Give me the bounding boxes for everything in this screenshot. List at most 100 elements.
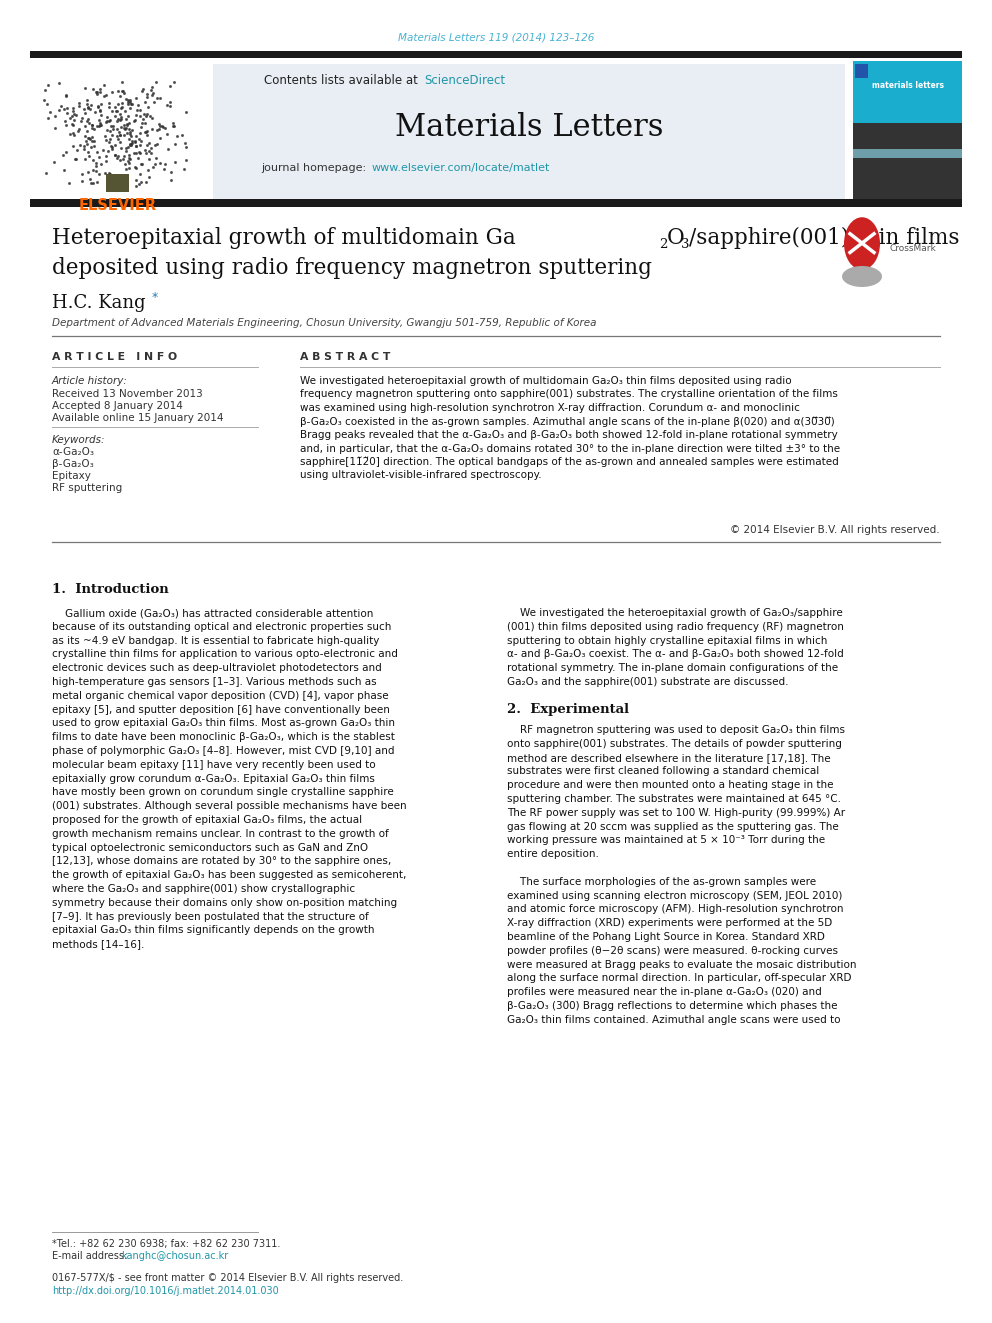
Point	[77, 149, 93, 171]
Point	[71, 93, 87, 114]
Point	[84, 127, 100, 148]
Point	[88, 152, 104, 173]
Point	[57, 99, 72, 120]
Point	[71, 119, 87, 140]
Point	[122, 134, 138, 155]
Point	[166, 112, 182, 134]
Point	[112, 86, 128, 107]
Text: frequency magnetron sputtering onto sapphire(001) substrates. The crystalline or: frequency magnetron sputtering onto sapp…	[300, 389, 838, 400]
Text: 0167-577X/$ - see front matter © 2014 Elsevier B.V. All rights reserved.: 0167-577X/$ - see front matter © 2014 El…	[52, 1273, 404, 1283]
Point	[89, 115, 105, 136]
Point	[131, 128, 147, 149]
Point	[112, 124, 128, 146]
Point	[141, 148, 157, 169]
Point	[80, 97, 96, 118]
Text: ELSEVIER: ELSEVIER	[79, 197, 157, 213]
Text: films to date have been monoclinic β-Ga₂O₃, which is the stablest: films to date have been monoclinic β-Ga₂…	[52, 732, 395, 742]
Point	[109, 126, 125, 147]
Point	[36, 90, 52, 111]
Point	[122, 124, 138, 146]
Text: β-Ga₂O₃ (30̆0) Bragg reflections to determine which phases the: β-Ga₂O₃ (30̆0) Bragg reflections to dete…	[507, 1000, 837, 1011]
Point	[81, 146, 97, 167]
Point	[74, 163, 90, 184]
Text: We investigated heteroepitaxial growth of multidomain Ga₂O₃ thin films deposited: We investigated heteroepitaxial growth o…	[300, 376, 792, 386]
Point	[127, 131, 143, 152]
Point	[92, 101, 108, 122]
Point	[148, 71, 164, 93]
Point	[99, 110, 115, 131]
Text: Keywords:: Keywords:	[52, 435, 105, 445]
Point	[163, 95, 179, 116]
Text: onto sapphire(001) substrates. The details of powder sputtering: onto sapphire(001) substrates. The detai…	[507, 738, 842, 749]
Point	[79, 127, 95, 148]
Text: www.elsevier.com/locate/matlet: www.elsevier.com/locate/matlet	[372, 163, 551, 173]
Point	[76, 135, 92, 156]
Point	[91, 115, 107, 136]
Point	[152, 128, 168, 149]
Point	[141, 97, 157, 118]
Point	[139, 120, 155, 142]
Text: sapphire[11̆2̆0] direction. The optical bandgaps of the as-grown and annealed sa: sapphire[11̆2̆0] direction. The optical …	[300, 456, 839, 467]
Point	[145, 82, 161, 103]
Point	[88, 172, 104, 193]
Point	[151, 114, 167, 135]
Point	[139, 83, 155, 105]
Point	[128, 87, 144, 108]
Point	[112, 149, 128, 171]
Point	[107, 106, 123, 127]
Point	[78, 130, 94, 151]
Point	[123, 126, 139, 147]
Point	[114, 81, 130, 102]
Point	[144, 119, 160, 140]
Point	[102, 135, 118, 156]
Text: have mostly been grown on corundum single crystalline sapphire: have mostly been grown on corundum singl…	[52, 787, 394, 798]
Point	[137, 112, 153, 134]
Point	[117, 101, 133, 122]
Point	[119, 115, 135, 136]
Point	[85, 159, 101, 180]
Text: procedure and were then mounted onto a heating stage in the: procedure and were then mounted onto a h…	[507, 781, 833, 790]
Point	[141, 132, 157, 153]
Point	[145, 85, 161, 106]
Text: typical optoelectronic semiconductors such as GaN and ZnO: typical optoelectronic semiconductors su…	[52, 843, 368, 852]
Text: kanghc@chosun.ac.kr: kanghc@chosun.ac.kr	[122, 1252, 229, 1261]
Point	[65, 123, 81, 144]
Point	[109, 101, 125, 122]
Point	[56, 160, 71, 181]
Point	[122, 89, 138, 110]
Point	[104, 138, 120, 159]
Point	[62, 173, 77, 194]
Point	[79, 120, 95, 142]
Point	[140, 124, 156, 146]
Point	[138, 105, 154, 126]
Point	[76, 78, 92, 99]
Point	[74, 107, 90, 128]
Point	[102, 128, 118, 149]
Text: and, in particular, that the α-Ga₂O₃ domains rotated 30° to the in-plane directi: and, in particular, that the α-Ga₂O₃ dom…	[300, 443, 840, 454]
Point	[72, 135, 88, 156]
Point	[135, 78, 151, 99]
Point	[149, 134, 165, 155]
Point	[98, 151, 114, 172]
Point	[117, 153, 133, 175]
Point	[139, 86, 155, 107]
Point	[167, 134, 183, 155]
Point	[125, 130, 141, 151]
Point	[178, 102, 193, 123]
Point	[83, 115, 99, 136]
Point	[64, 98, 80, 119]
Point	[79, 134, 95, 155]
Text: method are described elsewhere in the literature [17,18]. The: method are described elsewhere in the li…	[507, 753, 830, 762]
Point	[108, 118, 124, 139]
Point	[127, 110, 143, 131]
Point	[81, 168, 97, 189]
Text: Ga₂O₃ thin films contained. Azimuthal angle scans were used to: Ga₂O₃ thin films contained. Azimuthal an…	[507, 1015, 840, 1025]
Point	[105, 115, 121, 136]
Point	[178, 132, 193, 153]
Point	[77, 126, 93, 147]
Text: [7–9]. It has previously been postulated that the structure of: [7–9]. It has previously been postulated…	[52, 912, 369, 922]
Point	[67, 148, 83, 169]
Point	[101, 131, 117, 152]
Point	[99, 175, 115, 196]
Point	[132, 99, 148, 120]
